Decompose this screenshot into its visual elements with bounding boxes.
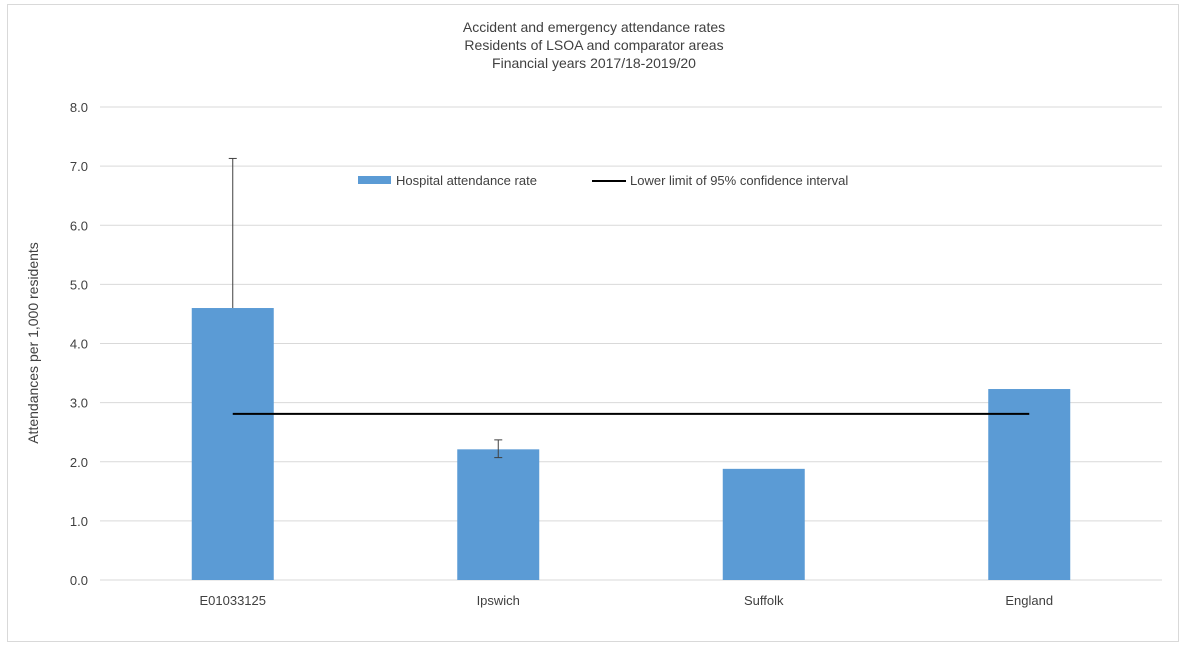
title-line-3: Financial years 2017/18-2019/20	[492, 55, 696, 71]
bar-e01033125	[191, 308, 274, 580]
bars	[191, 308, 1071, 580]
y-tick-label-7: 7.0	[70, 159, 88, 174]
legend-swatch-bar	[358, 176, 391, 184]
error-bars	[228, 157, 503, 459]
x-axis-ticks: E01033125 Ipswich Suffolk England	[199, 593, 1053, 608]
legend: Hospital attendance rate Lower limit of …	[358, 173, 848, 188]
x-tick-label-3: England	[1005, 593, 1053, 608]
title-line-2: Residents of LSOA and comparator areas	[464, 37, 723, 53]
legend-label-bar: Hospital attendance rate	[396, 173, 537, 188]
y-tick-label-6: 6.0	[70, 218, 88, 233]
y-tick-label-4: 4.0	[70, 337, 88, 352]
y-tick-label-1: 1.0	[70, 514, 88, 529]
y-axis-ticks: 0.0 1.0 2.0 3.0 4.0 5.0 6.0 7.0 8.0	[70, 100, 88, 588]
y-tick-label-2: 2.0	[70, 455, 88, 470]
x-tick-label-0: E01033125	[199, 593, 266, 608]
y-tick-label-8: 8.0	[70, 100, 88, 115]
y-axis-label: Attendances per 1,000 residents	[25, 242, 41, 444]
chart-title: Accident and emergency attendance rates …	[463, 19, 725, 71]
bar-ipswich	[457, 449, 540, 580]
title-line-1: Accident and emergency attendance rates	[463, 19, 725, 35]
y-tick-label-5: 5.0	[70, 277, 88, 292]
legend-label-line: Lower limit of 95% confidence interval	[630, 173, 848, 188]
y-tick-label-0: 0.0	[70, 573, 88, 588]
x-tick-label-2: Suffolk	[744, 593, 784, 608]
bar-suffolk	[722, 468, 805, 580]
x-tick-label-1: Ipswich	[477, 593, 520, 608]
bar-england	[988, 389, 1071, 580]
y-tick-label-3: 3.0	[70, 396, 88, 411]
gridlines	[100, 106, 1162, 581]
